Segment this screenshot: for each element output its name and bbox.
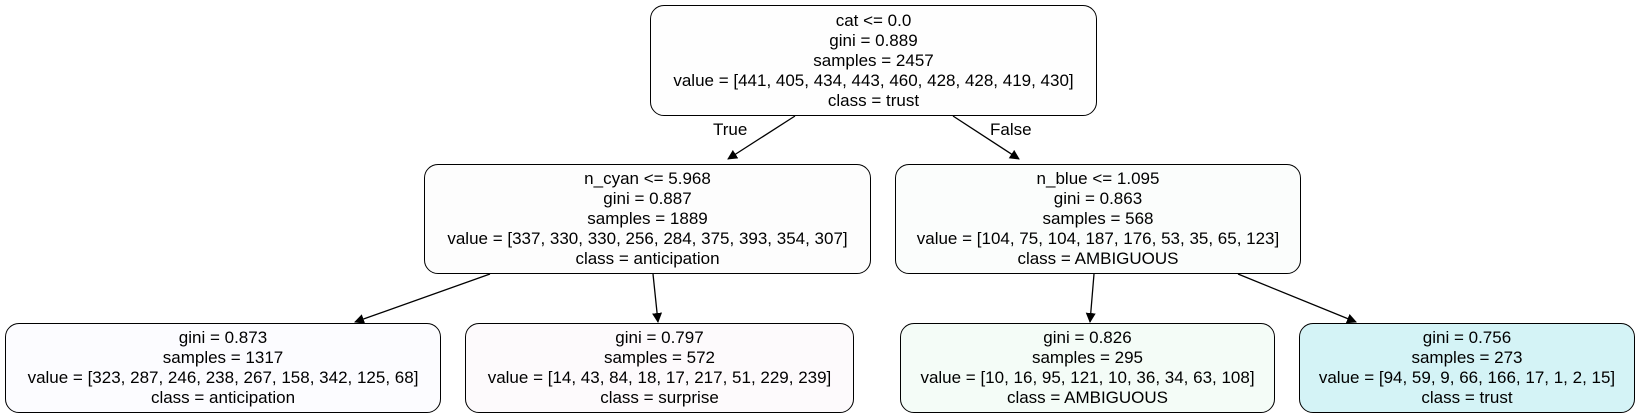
node-class: class = AMBIGUOUS [1017, 249, 1179, 268]
node-value: value = [337, 330, 330, 256, 284, 375, 3… [447, 229, 848, 248]
tree-node-left: n_cyan <= 5.968 gini = 0.887 samples = 1… [424, 164, 871, 274]
node-samples: samples = 1317 [162, 348, 284, 367]
node-samples: samples = 273 [1411, 348, 1523, 367]
node-split: n_blue <= 1.095 [1036, 169, 1160, 188]
node-value: value = [14, 43, 84, 18, 17, 217, 51, 22… [487, 368, 832, 387]
node-split: n_cyan <= 5.968 [584, 169, 711, 188]
node-gini: gini = 0.797 [615, 328, 704, 347]
node-class: class = anticipation [575, 249, 720, 268]
node-gini: gini = 0.889 [829, 30, 918, 50]
node-value: value = [10, 16, 95, 121, 10, 36, 34, 63… [920, 368, 1255, 387]
node-samples: samples = 572 [603, 348, 716, 367]
node-gini: gini = 0.873 [178, 328, 268, 347]
tree-leaf-1: gini = 0.873 samples = 1317 value = [323… [5, 323, 441, 413]
node-class: class = trust [827, 90, 920, 110]
tree-leaf-2: gini = 0.797 samples = 572 value = [14, … [465, 323, 854, 413]
tree-leaf-3: gini = 0.826 samples = 295 value = [10, … [900, 323, 1275, 413]
tree-leaf-4: gini = 0.756 samples = 273 value = [94, … [1299, 323, 1635, 413]
node-gini: gini = 0.756 [1422, 328, 1512, 347]
node-samples: samples = 295 [1031, 348, 1144, 367]
edge-root-left [727, 115, 796, 160]
edge-right-leaf4 [1237, 273, 1357, 324]
edge-label-false: False [990, 120, 1032, 139]
node-samples: samples = 568 [1042, 209, 1154, 228]
node-value: value = [441, 405, 434, 443, 460, 428, 4… [673, 70, 1074, 90]
tree-node-root: cat <= 0.0 gini = 0.889 samples = 2457 v… [650, 5, 1097, 116]
node-gini: gini = 0.826 [1043, 328, 1132, 347]
tree-node-right: n_blue <= 1.095 gini = 0.863 samples = 5… [895, 164, 1301, 274]
node-class: class = surprise [600, 388, 719, 407]
node-class: class = anticipation [150, 388, 296, 407]
node-samples: samples = 2457 [813, 50, 934, 70]
node-value: value = [104, 75, 104, 187, 176, 53, 35,… [916, 229, 1280, 248]
node-gini: gini = 0.863 [1053, 189, 1143, 208]
node-class: class = AMBIGUOUS [1006, 388, 1169, 407]
node-split: cat <= 0.0 [835, 10, 912, 30]
node-samples: samples = 1889 [587, 209, 708, 228]
edge-label-true: True [713, 120, 748, 139]
node-value: value = [94, 59, 9, 66, 166, 17, 1, 2, 1… [1318, 368, 1616, 387]
node-gini: gini = 0.887 [603, 189, 692, 208]
edge-right-leaf3 [1085, 273, 1096, 323]
edge-left-leaf1 [354, 273, 491, 324]
node-value: value = [323, 287, 246, 238, 267, 158, 3… [27, 368, 419, 387]
node-class: class = trust [1421, 388, 1513, 407]
edge-left-leaf2 [652, 273, 663, 323]
edge-root-right [952, 115, 1020, 160]
